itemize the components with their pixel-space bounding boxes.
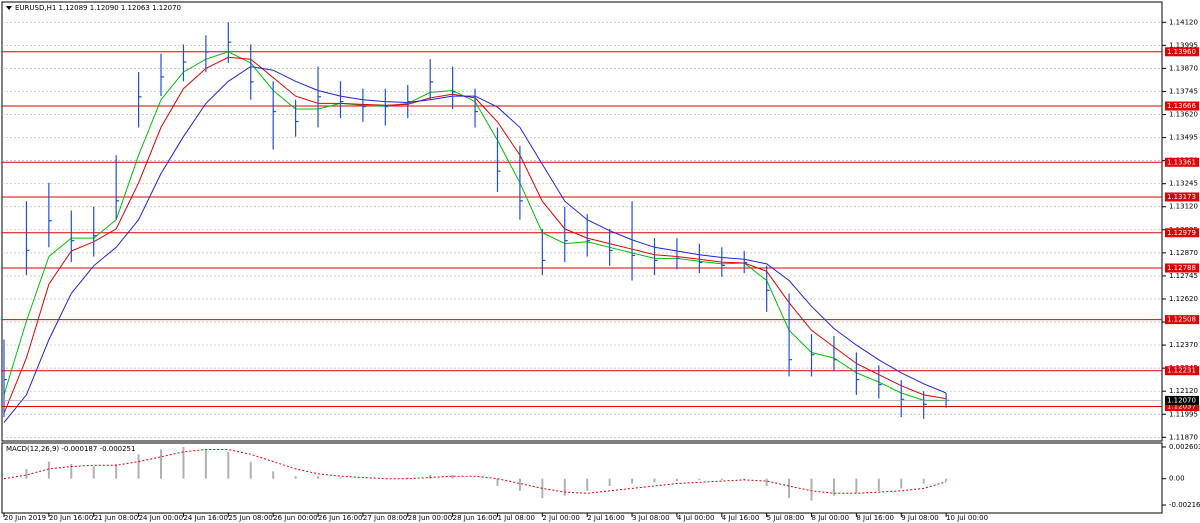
y-tick-label: 1.13245	[1169, 180, 1198, 188]
x-tick-label: 26 Jun 16:00	[318, 514, 362, 522]
macd-title: MACD(12,26,9) -0.000187 -0.000251	[6, 445, 135, 453]
x-tick-label: 1 Jul 08:00	[497, 514, 535, 522]
x-tick-label: 25 Jun 08:00	[228, 514, 272, 522]
y-tick-label: 1.11870	[1169, 433, 1198, 441]
y-tick-label: 1.12370	[1169, 341, 1198, 349]
x-tick-label: 4 Jul 16:00	[722, 514, 760, 522]
y-tick-label: 1.13870	[1169, 64, 1198, 72]
current-price-label: 1.12070	[1167, 396, 1196, 404]
x-tick-label: 2 Jul 00:00	[542, 514, 580, 522]
level-label-bg	[1165, 192, 1199, 202]
level-label-bg	[1165, 366, 1199, 376]
level-label: 1.12508	[1167, 316, 1196, 324]
menu-arrow	[6, 6, 12, 10]
main-frame	[1, 1, 1163, 442]
y-tick-label: 1.12120	[1169, 387, 1198, 395]
x-tick-label: 9 Jul 08:00	[901, 514, 939, 522]
y-tick-label: 1.12745	[1169, 272, 1198, 280]
level-label: 1.12979	[1167, 229, 1196, 237]
x-tick-label: 10 Jul 00:00	[946, 514, 988, 522]
x-tick-label: 4 Jul 00:00	[677, 514, 715, 522]
y-tick-label: 1.11995	[1169, 410, 1198, 418]
y-tick-label: 1.13995	[1169, 41, 1198, 49]
level-label: 1.13666	[1167, 102, 1196, 110]
level-label-bg	[1165, 263, 1199, 273]
x-tick-label: 26 Jun 00:00	[273, 514, 317, 522]
chart-title: EURUSD,H1 1.12089 1.12090 1.12063 1.1207…	[15, 4, 181, 12]
level-label: 1.12788	[1167, 264, 1196, 272]
y-tick-label: 1.14120	[1169, 18, 1198, 26]
x-tick-label: 8 Jul 16:00	[856, 514, 894, 522]
y-tick-label: 1.13745	[1169, 87, 1198, 95]
y-tick-label: 1.12870	[1169, 249, 1198, 257]
current-price-bg	[1165, 395, 1199, 405]
x-tick-label: 20 Jun 2019	[4, 514, 46, 522]
x-tick-label: 2 Jul 16:00	[587, 514, 625, 522]
y-tick-label: 0.002603	[1169, 443, 1200, 451]
level-label-bg	[1165, 47, 1199, 57]
level-label-bg	[1165, 402, 1199, 412]
x-tick-label: 5 Jul 08:00	[767, 514, 805, 522]
x-tick-label: 27 Jun 08:00	[363, 514, 407, 522]
x-tick-label: 28 Jun 00:00	[408, 514, 452, 522]
level-label: 1.13960	[1167, 48, 1196, 56]
signal-line	[3, 449, 947, 494]
y-tick-label: 1.13120	[1169, 203, 1198, 211]
level-label: 1.13173	[1167, 193, 1196, 201]
level-label-bg	[1165, 101, 1199, 111]
level-label: 1.12231	[1167, 367, 1196, 375]
x-tick-label: 21 Jun 08:00	[94, 514, 138, 522]
level-label: 1.13361	[1167, 158, 1196, 166]
macd-frame	[1, 442, 1163, 514]
level-label-bg	[1165, 315, 1199, 325]
y-tick-label: 1.12620	[1169, 295, 1198, 303]
x-tick-label: 28 Jun 16:00	[453, 514, 497, 522]
x-tick-label: 8 Jul 00:00	[812, 514, 850, 522]
x-tick-label: 3 Jul 08:00	[632, 514, 670, 522]
y-tick-label: 1.13620	[1169, 111, 1198, 119]
level-label: 1.12037	[1167, 403, 1196, 411]
y-tick-label: 1.13495	[1169, 134, 1198, 142]
x-tick-label: 24 Jun 16:00	[183, 514, 227, 522]
level-label-bg	[1165, 157, 1199, 167]
y-tick-label: 0.00	[1169, 475, 1185, 483]
level-label-bg	[1165, 228, 1199, 238]
x-tick-label: 24 Jun 00:00	[139, 514, 183, 522]
x-tick-label: 20 Jun 16:00	[49, 514, 93, 522]
y-tick-label: -0.002165	[1169, 501, 1200, 509]
